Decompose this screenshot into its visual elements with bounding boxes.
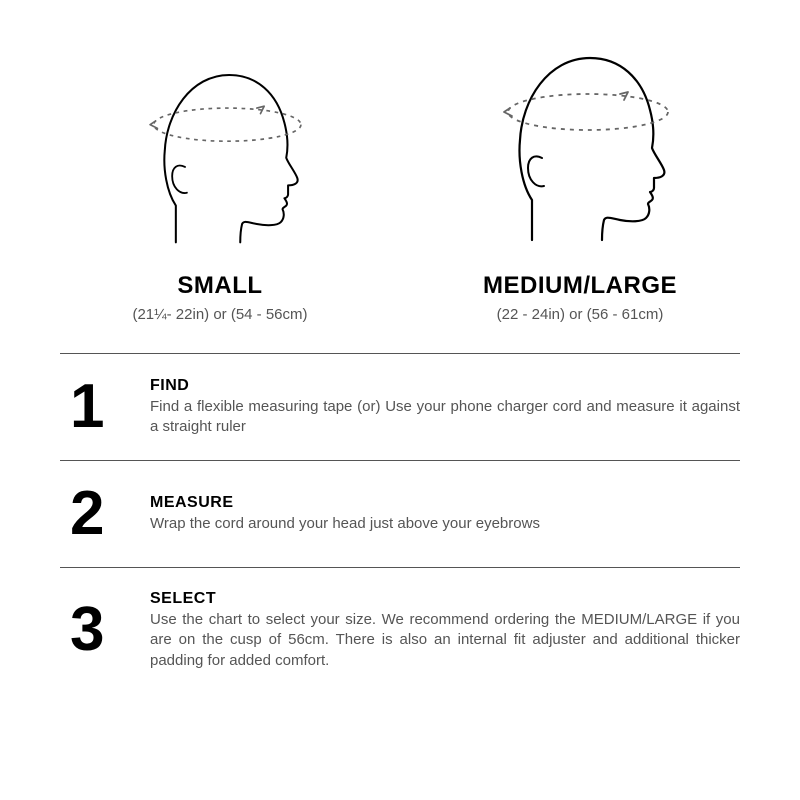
step-row-3: 3 SELECT Use the chart to select your si… (60, 568, 740, 693)
step-2-desc: Wrap the cord around your head just abov… (150, 514, 740, 534)
step-3-desc: Use the chart to select your size. We re… (150, 610, 740, 671)
step-2-title: MEASURE (150, 494, 740, 512)
step-1-text: FIND Find a flexible measuring tape (or)… (150, 377, 740, 438)
step-2-text: MEASURE Wrap the cord around your head j… (150, 494, 740, 534)
head-medium-large-icon (470, 30, 690, 260)
size-small-label: SMALL (177, 272, 262, 300)
step-3-number: 3 (70, 599, 120, 661)
size-small-range: (21¼- 22in) or (54 - 56cm) (132, 306, 307, 323)
size-medium-large-column: MEDIUM/LARGE (22 - 24in) or (56 - 61cm) (420, 30, 740, 323)
step-row-2: 2 MEASURE Wrap the cord around your head… (60, 461, 740, 568)
step-2-number: 2 (70, 483, 120, 545)
step-1-desc: Find a flexible measuring tape (or) Use … (150, 397, 740, 438)
sizes-row: SMALL (21¼- 22in) or (54 - 56cm) MEDIUM/… (60, 30, 740, 323)
size-medium-large-range: (22 - 24in) or (56 - 61cm) (497, 306, 664, 323)
step-row-1: 1 FIND Find a flexible measuring tape (o… (60, 354, 740, 461)
size-small-column: SMALL (21¼- 22in) or (54 - 56cm) (60, 30, 380, 323)
head-small-icon (110, 30, 330, 260)
step-1-number: 1 (70, 376, 120, 438)
step-3-title: SELECT (150, 590, 740, 608)
step-3-text: SELECT Use the chart to select your size… (150, 590, 740, 671)
steps-container: 1 FIND Find a flexible measuring tape (o… (60, 353, 740, 693)
size-medium-large-label: MEDIUM/LARGE (483, 272, 677, 300)
step-1-title: FIND (150, 377, 740, 395)
